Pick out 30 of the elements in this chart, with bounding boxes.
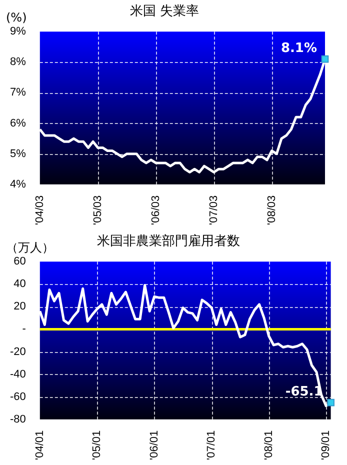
x-tick-label: '07/03 <box>208 195 220 226</box>
y-tick-label: 9% <box>10 26 26 38</box>
y-tick-label: -20 <box>10 346 26 358</box>
y-tick-label: 20 <box>14 300 26 313</box>
data-label: 8.1% <box>280 40 317 56</box>
x-tick-label: '09/01 <box>320 430 332 460</box>
x-tick-label: '08/01 <box>262 430 275 460</box>
x-tick-label: '04/03 <box>34 195 46 226</box>
x-tick-label: '06/03 <box>150 195 162 226</box>
x-tick-label: '04/01 <box>34 430 46 460</box>
chart-title: 米国 失業率 <box>130 3 200 20</box>
y-tick-label: 8% <box>10 56 26 68</box>
y-tick-label: 7% <box>10 86 26 99</box>
chart-title: 米国非農業部門雇用者数 <box>97 233 240 250</box>
y-axis-title: (%) <box>6 10 27 25</box>
y-tick-label: -60 <box>10 390 26 403</box>
y-tick-label: 60 <box>14 256 26 268</box>
y-tick-label: - <box>22 323 26 336</box>
x-tick-label: '08/03 <box>266 195 278 226</box>
y-tick-label: -80 <box>10 413 26 426</box>
x-tick-label: '05/01 <box>91 430 104 460</box>
y-tick-label: 40 <box>14 278 26 290</box>
y-tick-label: -40 <box>10 368 26 380</box>
x-tick-label: '05/03 <box>92 195 104 226</box>
y-axis-title: （万人） <box>6 240 54 255</box>
x-tick-label: '06/01 <box>148 430 160 460</box>
y-tick-label: 5% <box>10 148 26 160</box>
x-tick-label: '07/01 <box>206 430 218 460</box>
y-tick-label: 4% <box>10 178 26 190</box>
y-tick-label: 6% <box>10 117 26 130</box>
